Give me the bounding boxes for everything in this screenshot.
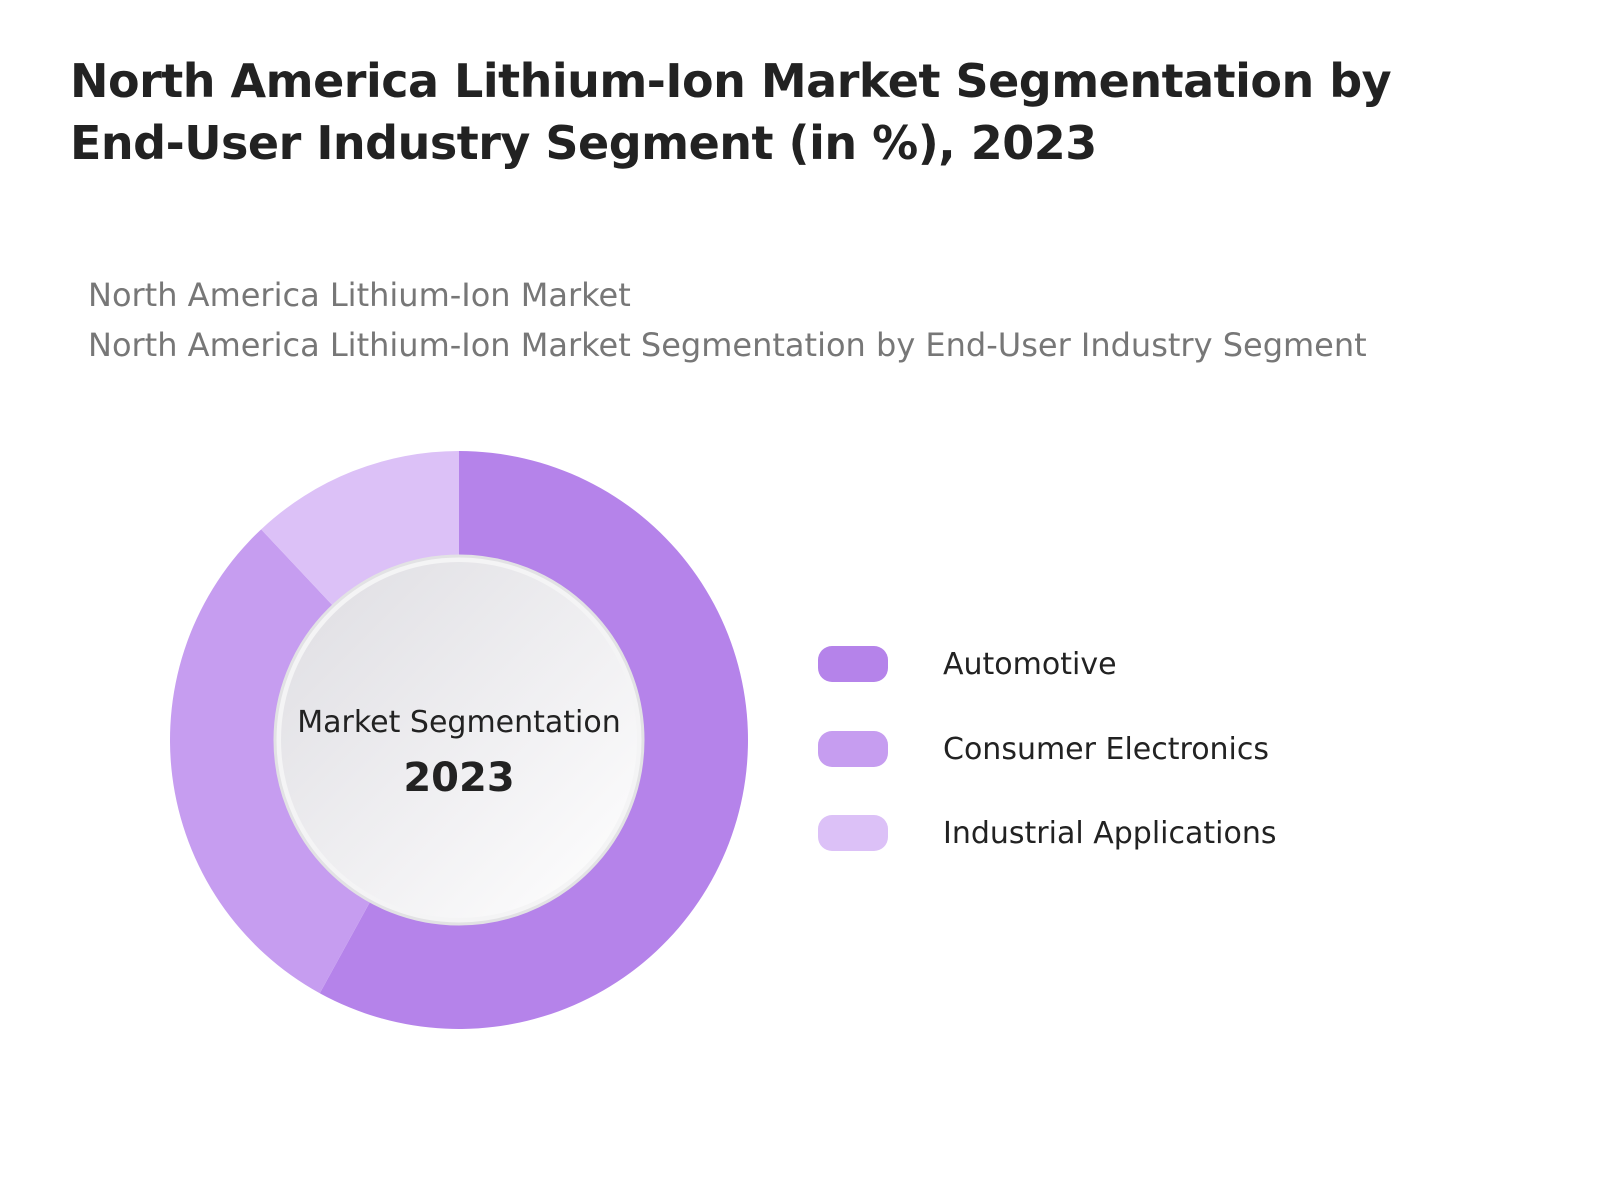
chart-subtitle-segmentation: North America Lithium-Ion Market Segment…	[88, 326, 1367, 364]
legend-swatch	[818, 731, 888, 767]
legend-item-automotive[interactable]: Automotive	[818, 646, 1117, 682]
center-year: 2023	[403, 755, 515, 801]
legend-item-industrial-applications[interactable]: Industrial Applications	[818, 815, 1277, 851]
center-label: Market Segmentation	[297, 705, 621, 740]
legend-item-consumer-electronics[interactable]: Consumer Electronics	[818, 731, 1269, 767]
legend-label: Automotive	[943, 646, 1117, 682]
chart-subtitle-market: North America Lithium-Ion Market	[88, 276, 631, 314]
slice-automotive[interactable]	[319, 451, 748, 1029]
chart-title: North America Lithium-Ion Market Segment…	[70, 54, 1392, 170]
legend-swatch	[818, 815, 888, 851]
legend-label: Industrial Applications	[943, 815, 1277, 851]
donut-center	[281, 562, 637, 918]
legend-swatch	[818, 646, 888, 682]
legend-label: Consumer Electronics	[943, 731, 1270, 767]
